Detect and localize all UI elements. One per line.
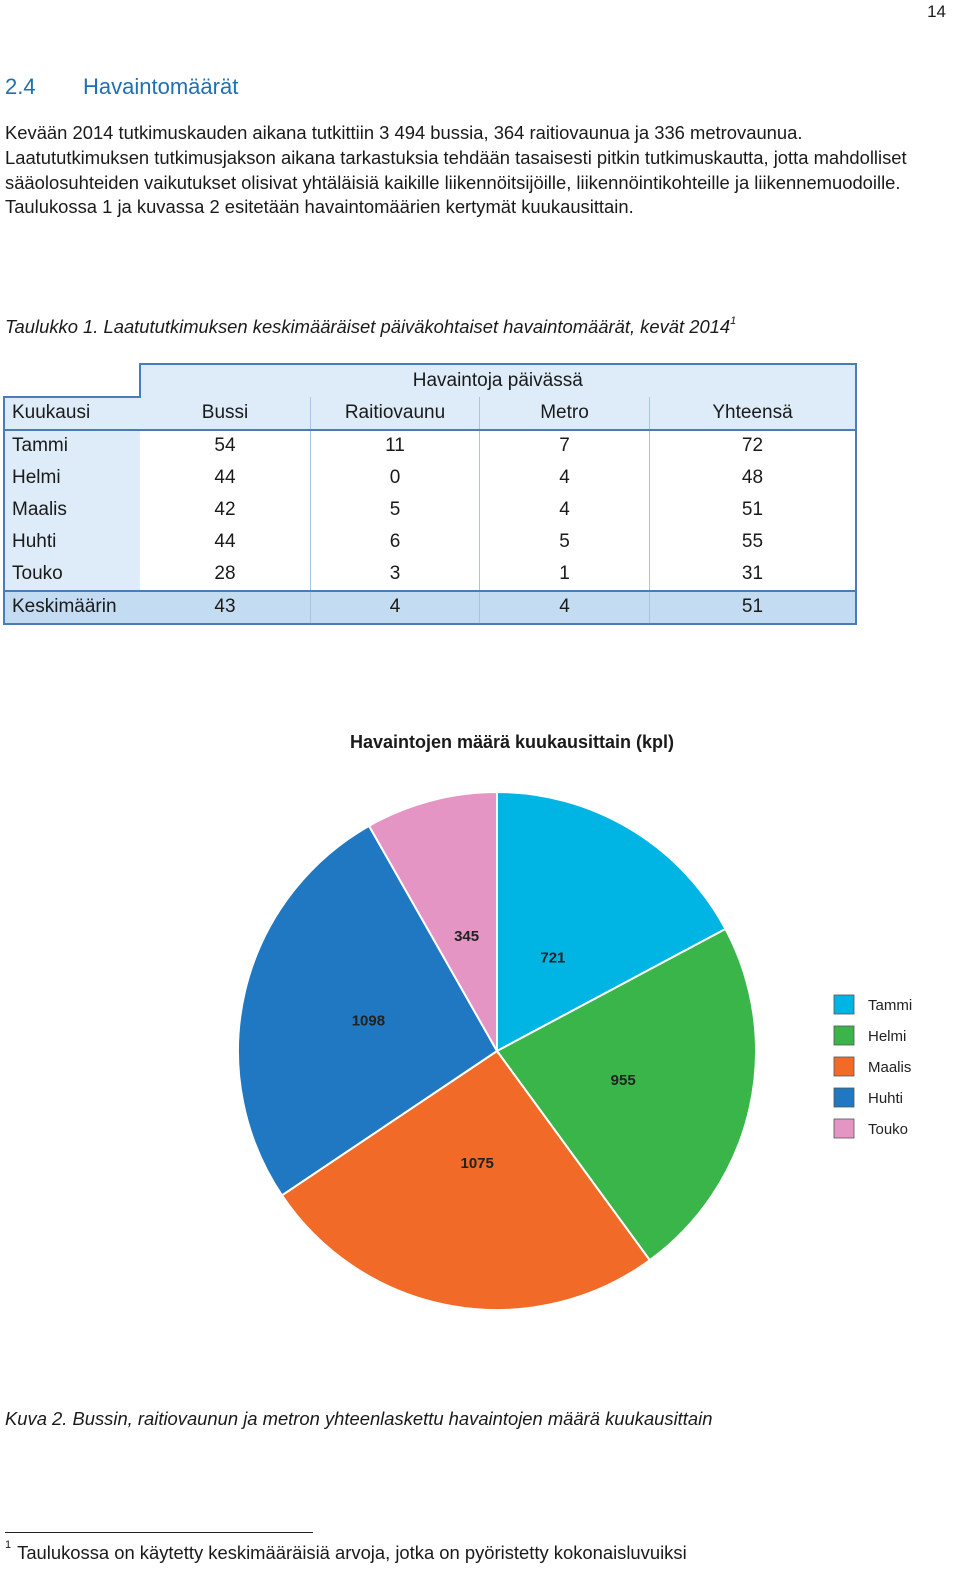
summary-total: 51 (649, 589, 857, 625)
cell-bus: 54 (139, 429, 311, 462)
intro-paragraph: Kevään 2014 tutkimuskauden aikana tutkit… (5, 122, 907, 218)
cell-total: 31 (649, 558, 857, 591)
footnote-reference: 1 (730, 314, 737, 327)
legend-swatch-maalis (833, 1056, 855, 1077)
cell-month: Touko (3, 558, 140, 591)
table-row: Maalis 42 5 4 51 (3, 494, 857, 526)
cell-month: Helmi (3, 462, 140, 494)
table-caption-text: Taulukko 1. Laatututkimuksen keskimääräi… (5, 316, 731, 337)
cell-tram: 3 (310, 558, 480, 591)
cell-metro: 4 (479, 494, 650, 526)
cell-metro: 4 (479, 462, 650, 494)
figure-caption: Kuva 2. Bussin, raitiovaunun ja metron y… (5, 1408, 713, 1429)
header-month: Kuukausi (3, 395, 140, 431)
cell-metro: 1 (479, 558, 650, 591)
cell-total: 51 (649, 494, 857, 526)
summary-bus: 43 (139, 589, 311, 625)
table-group-header-row: Havaintoja päivässä (4, 363, 857, 397)
pie-slice-helmi (495, 927, 757, 1262)
pie-slice-huhti (237, 824, 499, 1197)
pie-data-label: 955 (611, 1072, 636, 1089)
table-row: Touko 28 3 1 31 (3, 558, 857, 591)
legend-swatch-touko (833, 1118, 855, 1139)
summary-tram: 4 (310, 589, 480, 625)
footnote: 1 Taulukossa on käytetty keskimääräisiä a… (5, 1538, 687, 1564)
cell-bus: 44 (139, 462, 311, 494)
legend-swatch-huhti (833, 1087, 855, 1108)
table-row: Tammi 54 11 7 72 (3, 429, 857, 462)
header-metro: Metro (479, 396, 650, 431)
legend-label-huhti: Huhti (868, 1090, 903, 1107)
cell-month: Maalis (3, 494, 140, 526)
cell-bus: 42 (139, 494, 311, 526)
footnote-marker: 1 (5, 1538, 12, 1551)
cell-metro: 7 (479, 429, 650, 462)
header-tram: Raitiovaunu (310, 396, 480, 431)
cell-total: 48 (649, 462, 857, 494)
pie-data-label: 345 (454, 928, 479, 945)
pie-data-label: 1098 (352, 1013, 385, 1030)
footnote-rule (5, 1532, 313, 1533)
cell-bus: 44 (139, 526, 311, 558)
legend-swatch-tammi (833, 994, 855, 1015)
pie-slice-maalis (280, 1049, 652, 1311)
legend-swatch-helmi (833, 1025, 855, 1046)
pie-data-label: 1075 (461, 1155, 494, 1172)
legend-label-touko: Touko (868, 1121, 908, 1138)
cell-bus: 28 (139, 558, 311, 591)
legend-label-tammi: Tammi (868, 997, 912, 1014)
group-header-cell: Havaintoja päivässä (138, 363, 857, 397)
table-caption: Taulukko 1. Laatututkimuksen keskimääräi… (5, 314, 737, 338)
table-summary-row: Keskimäärin 43 4 4 51 (3, 589, 857, 625)
page-number: 14 (927, 2, 946, 21)
legend-label-maalis: Maalis (868, 1059, 911, 1076)
table-row: Huhti 44 6 5 55 (3, 526, 857, 558)
cell-month: Huhti (3, 526, 140, 558)
footnote-text: Taulukossa on käytetty keskimääräisiä ar… (17, 1542, 687, 1563)
table-header-row: Kuukausi Bussi Raitiovaunu Metro Yhteens… (3, 395, 857, 431)
cell-tram: 5 (310, 494, 480, 526)
cell-metro: 5 (479, 526, 650, 558)
pie-data-label: 721 (540, 950, 565, 967)
chart-title: Havaintojen määrä kuukausittain (kpl) (349, 732, 675, 752)
table-row: Helmi 44 0 4 48 (3, 462, 857, 494)
cell-tram: 11 (310, 429, 480, 462)
cell-total: 55 (649, 526, 857, 558)
header-bus: Bussi (139, 396, 311, 431)
summary-metro: 4 (479, 589, 650, 625)
section-heading: 2.4 Havaintomäärät (5, 74, 238, 100)
cell-tram: 0 (310, 462, 480, 494)
section-title: Havaintomäärät (83, 74, 239, 99)
cell-tram: 6 (310, 526, 480, 558)
pie-chart: 721 955 1075 1098 345 Tammi Helmi Maalis Huhti To… (237, 790, 912, 1311)
observations-table: Havaintoja päivässä Kuukausi Bussi Raiti… (3, 363, 857, 625)
pie-slice-tammi (496, 790, 727, 1053)
summary-label: Keskimäärin (3, 589, 140, 625)
legend-label-helmi: Helmi (868, 1028, 906, 1045)
header-total: Yhteensä (649, 396, 857, 431)
cell-month: Tammi (3, 429, 140, 462)
cell-total: 72 (649, 429, 857, 462)
section-number: 2.4 (5, 74, 36, 99)
pie-slice-touko (367, 790, 498, 1055)
